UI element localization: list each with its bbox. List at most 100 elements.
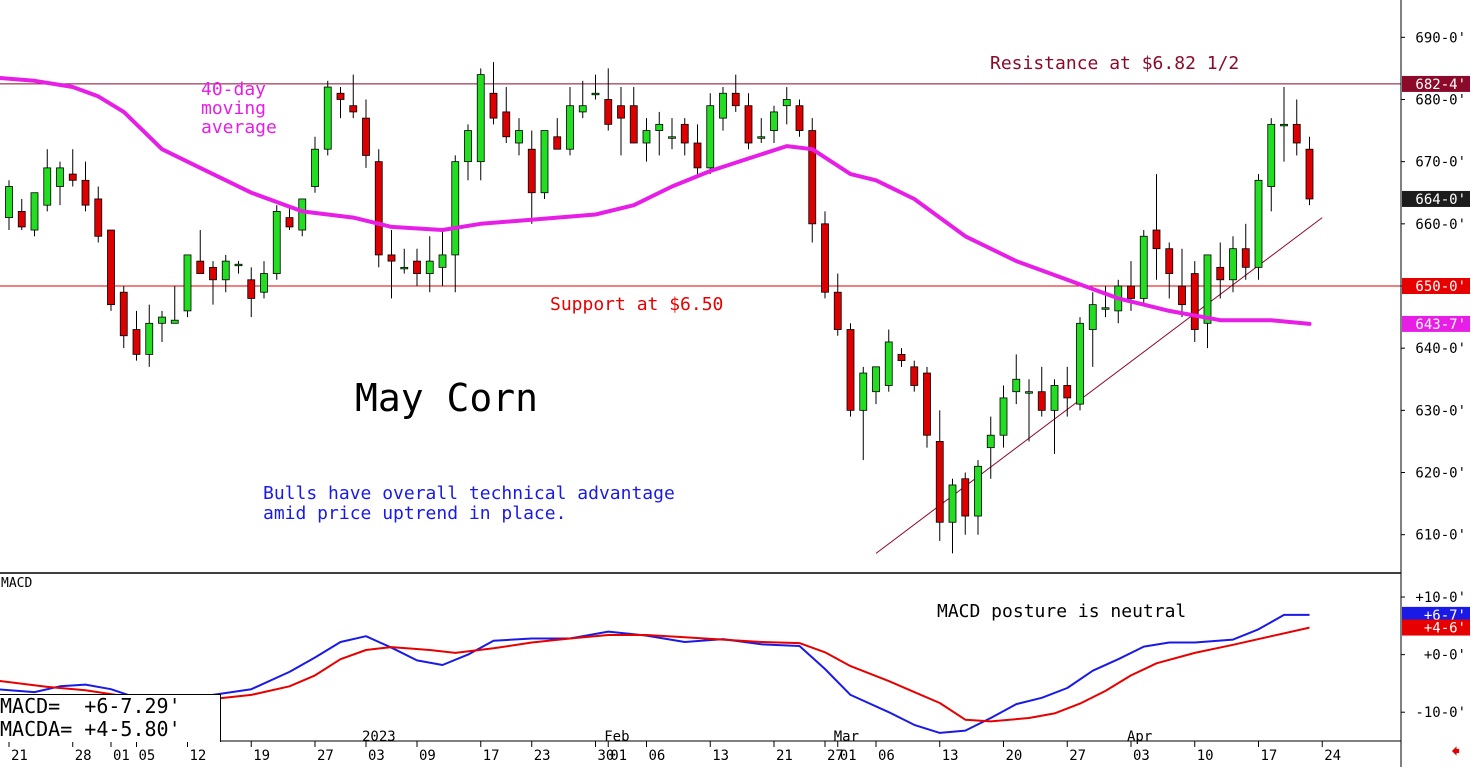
macd-lines <box>0 613 1310 734</box>
candle <box>374 149 383 268</box>
candle-body <box>1216 266 1225 281</box>
candle <box>387 230 396 299</box>
date-tick-label: 10 <box>1197 748 1214 764</box>
candle-body <box>719 92 727 119</box>
candle-body <box>744 105 753 144</box>
month-label: 2023 <box>362 729 396 745</box>
candle <box>298 198 307 237</box>
candle <box>731 74 740 112</box>
candle-body <box>591 92 600 96</box>
candle-body <box>680 123 689 144</box>
candle <box>833 273 842 336</box>
axis-labels: 690-0' 680-0' 670-0' 660-0' 650-0' 640-0' 630-… <box>8 30 1466 764</box>
candle <box>183 254 192 318</box>
candle-body <box>846 329 855 411</box>
candle-body <box>1229 248 1237 281</box>
candle-body <box>986 434 995 449</box>
candle-body <box>782 99 791 107</box>
date-tick-label: 05 <box>139 748 156 764</box>
candle-body <box>1050 385 1059 411</box>
candle <box>1012 354 1021 405</box>
candle <box>770 105 778 143</box>
candle-body <box>1254 179 1263 268</box>
candle <box>1139 230 1148 305</box>
date-tick-label: 21 <box>11 748 28 764</box>
price-tag: 650-0' <box>1402 278 1470 295</box>
candle <box>706 93 715 175</box>
candle <box>515 118 523 156</box>
candle-body <box>1152 229 1161 250</box>
candle <box>1216 242 1225 299</box>
date-tick-label: 03 <box>1133 748 1150 764</box>
candle-body <box>566 105 574 150</box>
price-tick-label: 660-0' <box>1415 217 1466 233</box>
candle <box>910 360 919 392</box>
moving-average-series <box>0 76 1312 326</box>
date-tick-label: 13 <box>712 748 729 764</box>
candle-body <box>859 372 868 411</box>
candle-body <box>476 74 485 163</box>
price-tag-text: 664-0' <box>1415 192 1466 208</box>
chart-title: May Corn <box>355 376 539 420</box>
price-tag-bg <box>1402 278 1470 294</box>
candle-body <box>413 260 421 274</box>
candle <box>961 472 970 535</box>
candle <box>145 304 154 367</box>
macd-tick-label: +10-0' <box>1415 590 1466 606</box>
candle-body <box>1305 148 1314 200</box>
price-tag-text: 682-4' <box>1415 77 1466 93</box>
candle-body <box>387 254 396 262</box>
moving-average-line <box>0 76 1312 326</box>
candle-body <box>183 254 192 312</box>
candle <box>782 87 791 125</box>
candle <box>540 130 549 199</box>
candle <box>1025 379 1033 442</box>
candle <box>999 385 1008 448</box>
candle-body <box>808 130 817 225</box>
candle-body <box>642 130 651 144</box>
scroll-left-arrow-icon[interactable]: 🠸 <box>1451 741 1461 762</box>
candle <box>808 118 817 243</box>
candle <box>923 366 931 448</box>
candle-body <box>17 210 26 228</box>
candle <box>795 99 804 137</box>
candle-body <box>910 366 919 386</box>
candle <box>1101 286 1110 318</box>
candle <box>158 310 166 342</box>
candle <box>451 155 460 293</box>
candle-body <box>234 263 243 267</box>
candle-body <box>1241 248 1250 268</box>
candle-body <box>1190 273 1199 330</box>
macda-readout: MACDA= +4-5.80' <box>0 717 181 741</box>
candle-body <box>221 260 230 281</box>
price-tag-text: 650-0' <box>1415 279 1466 295</box>
candle-body <box>158 316 166 324</box>
candle-body <box>795 105 804 131</box>
candle-body <box>578 105 587 113</box>
candle-body <box>833 291 842 330</box>
candle <box>693 124 702 175</box>
candle <box>68 149 77 187</box>
candle-body <box>757 136 766 139</box>
date-tick-label: 17 <box>483 748 500 764</box>
candle <box>604 68 613 131</box>
candle <box>1292 99 1301 156</box>
candle <box>668 118 676 150</box>
candle-body <box>132 329 141 355</box>
price-tag-bg <box>1402 315 1470 332</box>
macd-posture-label: MACD posture is neutral <box>937 601 1187 622</box>
candle-body <box>145 322 154 355</box>
candle-body <box>298 198 307 231</box>
candle-body <box>731 92 740 107</box>
candle <box>234 261 243 274</box>
candle <box>1229 236 1237 293</box>
candle <box>311 136 319 193</box>
candle <box>119 286 128 349</box>
candle-body <box>285 217 294 228</box>
candle <box>81 161 90 212</box>
candle <box>1114 279 1123 324</box>
month-label: Apr <box>1127 729 1152 745</box>
candle <box>1076 317 1084 411</box>
candle <box>336 87 345 119</box>
